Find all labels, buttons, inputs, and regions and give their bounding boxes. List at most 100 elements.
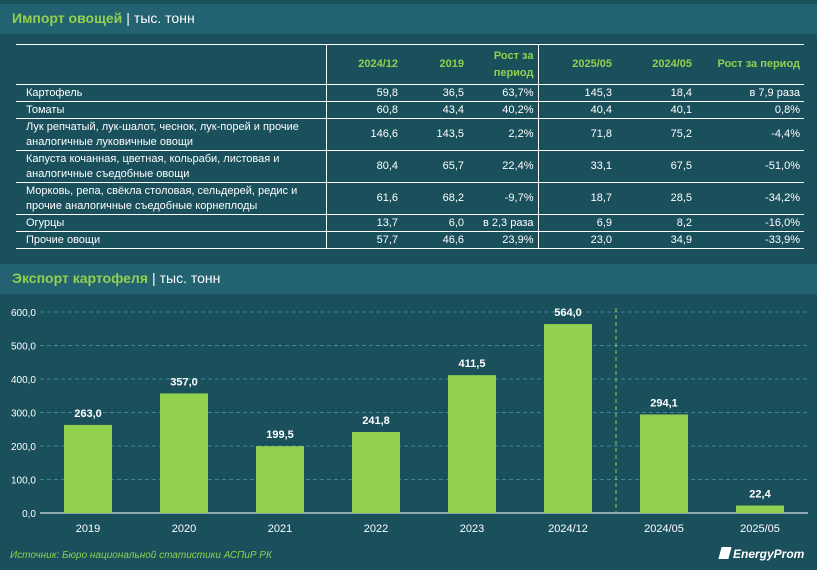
y-tick-label: 600,0: [11, 308, 36, 319]
table-cell: 145,3: [538, 84, 616, 102]
row-label: Огурцы: [16, 214, 327, 232]
table-cell: -33,9%: [696, 231, 804, 249]
y-tick-label: 500,0: [11, 342, 36, 353]
table-cell: 57,7: [326, 231, 402, 249]
table-cell: 40,1: [616, 101, 696, 119]
table-cell: 13,7: [326, 214, 402, 232]
table-cell: 23,9%: [468, 231, 539, 249]
header-growth-2: Рост за период: [696, 44, 804, 85]
table-cell: в 2,3 раза: [468, 214, 539, 232]
import-title: Импорт овощей | тыс. тонн: [12, 10, 195, 26]
data-label: 411,5: [459, 358, 486, 370]
x-tick-label: 2024/12: [548, 523, 588, 535]
table-cell: 43,4: [402, 101, 468, 119]
table-cell: 8,2: [616, 214, 696, 232]
table-cell: 68,2: [402, 182, 468, 215]
table-cell: -34,2%: [696, 182, 804, 215]
table-cell: 61,6: [326, 182, 402, 215]
table-cell: -9,7%: [468, 182, 539, 215]
title-separator: |: [126, 10, 130, 26]
table-cell: 36,5: [402, 84, 468, 102]
bar: [448, 375, 496, 513]
data-label: 564,0: [554, 307, 582, 319]
row-label: Томаты: [16, 101, 327, 119]
table-row: Прочие овощи 57,7 46,6 23,9% 23,0 34,9 -33,9%: [16, 231, 804, 249]
data-label: 241,8: [362, 415, 390, 427]
table-row: Томаты 60,8 43,4 40,2% 40,4 40,1 0,8%: [16, 101, 804, 119]
header-name: [16, 44, 327, 85]
row-label: Картофель: [16, 84, 327, 102]
table-cell: 75,2: [616, 118, 696, 151]
x-tick-label: 2021: [268, 523, 292, 535]
table-cell: 23,0: [538, 231, 616, 249]
y-tick-label: 300,0: [11, 409, 36, 420]
table-cell: 60,8: [326, 101, 402, 119]
table-row: Морковь, репа, свёкла столовая, сельдере…: [16, 182, 804, 215]
import-header: Импорт овощей | тыс. тонн: [0, 4, 817, 34]
table-cell: 0,8%: [696, 101, 804, 119]
header-growth-1: Рост за период: [468, 44, 539, 85]
table-cell: 18,4: [616, 84, 696, 102]
x-tick-label: 2023: [460, 523, 484, 535]
table-row: Капуста кочанная, цветная, кольраби, лис…: [16, 150, 804, 183]
row-label: Лук репчатый, лук-шалот, чеснок, лук-пор…: [16, 118, 327, 151]
x-tick-label: 2020: [172, 523, 196, 535]
table-cell: 146,6: [326, 118, 402, 151]
table-cell: 2,2%: [468, 118, 539, 151]
table-cell: 59,8: [326, 84, 402, 102]
table-cell: 80,4: [326, 150, 402, 183]
title-separator: |: [152, 270, 156, 286]
table-cell: 40,2%: [468, 101, 539, 119]
bar: [544, 324, 592, 513]
header-2024-12: 2024/12: [326, 44, 402, 85]
row-label: Капуста кочанная, цветная, кольраби, лис…: [16, 150, 327, 183]
import-table: 2024/12 2019 Рост за период 2025/05 2024…: [16, 44, 804, 249]
data-label: 199,5: [266, 429, 294, 441]
x-tick-label: 2019: [76, 523, 100, 535]
table-cell: 6,9: [538, 214, 616, 232]
header-2025-05: 2025/05: [538, 44, 616, 85]
table-cell: 6,0: [402, 214, 468, 232]
header-2019: 2019: [402, 44, 468, 85]
x-tick-label: 2025/05: [740, 523, 780, 535]
y-tick-label: 100,0: [11, 476, 36, 487]
y-tick-label: 0,0: [22, 509, 36, 520]
logo-icon: [718, 547, 732, 559]
bar: [736, 505, 784, 513]
data-label: 263,0: [74, 408, 102, 420]
export-bar-chart: 0,0 100,0 200,0 300,0 400,0 500,0 600,0 263,0 20…: [11, 307, 808, 535]
table-cell: 46,6: [402, 231, 468, 249]
x-tick-label: 2022: [364, 523, 388, 535]
bar: [640, 414, 688, 513]
bar: [160, 393, 208, 513]
x-tick-label: 2024/05: [644, 523, 684, 535]
export-unit: тыс. тонн: [159, 270, 221, 286]
energyprom-logo: EnergyProm: [718, 547, 804, 561]
table-cell: 22,4%: [468, 150, 539, 183]
table-cell: -4,4%: [696, 118, 804, 151]
table-cell: в 7,9 раза: [696, 84, 804, 102]
data-label: 294,1: [650, 397, 678, 409]
bar: [352, 431, 400, 513]
table-cell: 71,8: [538, 118, 616, 151]
import-unit: тыс. тонн: [133, 10, 195, 26]
row-label: Морковь, репа, свёкла столовая, сельдере…: [16, 182, 327, 215]
table-row: Лук репчатый, лук-шалот, чеснок, лук-пор…: [16, 118, 804, 151]
table-cell: 33,1: [538, 150, 616, 183]
table-row: Огурцы 13,7 6,0 в 2,3 раза 6,9 8,2 -16,0%: [16, 214, 804, 232]
y-tick-label: 400,0: [11, 375, 36, 386]
data-label: 357,0: [170, 376, 198, 388]
row-label: Прочие овощи: [16, 231, 327, 249]
table-cell: -51,0%: [696, 150, 804, 183]
data-label: 22,4: [749, 488, 771, 500]
table-cell: 40,4: [538, 101, 616, 119]
export-header: Экспорт картофеля | тыс. тонн: [0, 264, 817, 294]
export-title: Экспорт картофеля | тыс. тонн: [12, 270, 221, 286]
y-tick-label: 200,0: [11, 442, 36, 453]
table-cell: 143,5: [402, 118, 468, 151]
table-cell: -16,0%: [696, 214, 804, 232]
table-cell: 18,7: [538, 182, 616, 215]
source-note: Источник: Бюро национальной статистики А…: [10, 550, 272, 561]
header-2024-05: 2024/05: [616, 44, 696, 85]
table-cell: 65,7: [402, 150, 468, 183]
